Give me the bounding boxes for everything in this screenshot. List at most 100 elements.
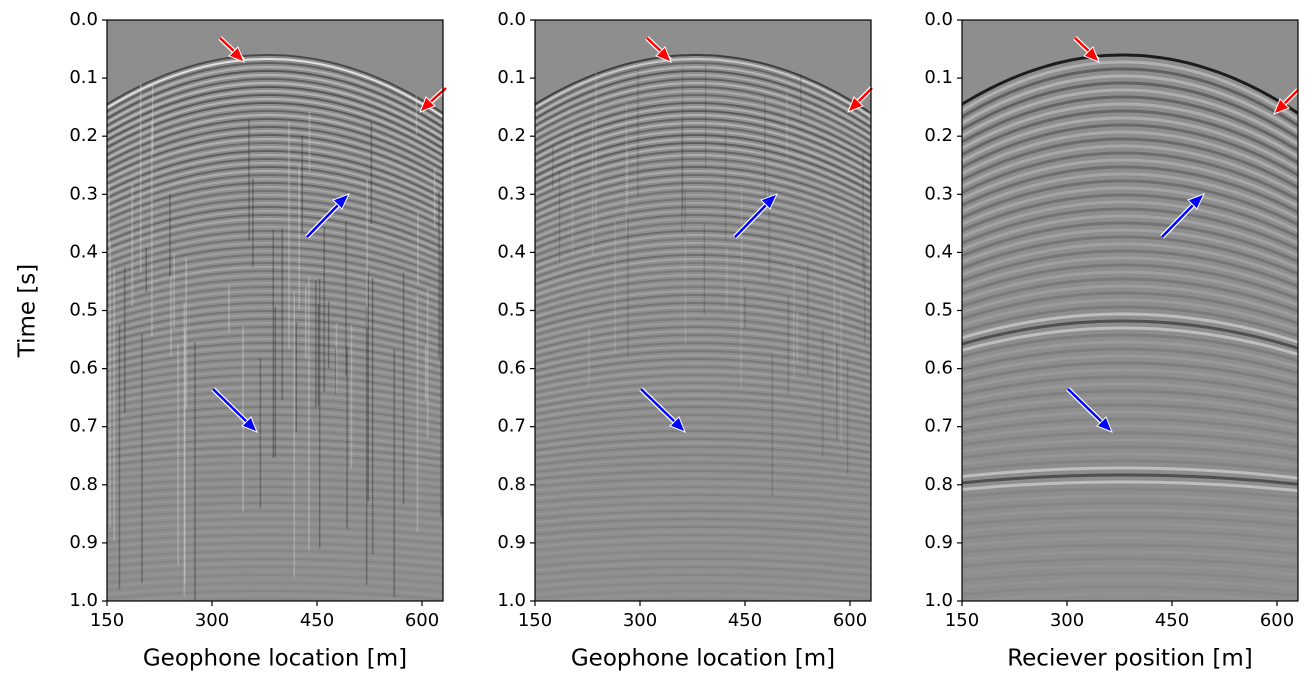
texture-band — [107, 446, 443, 461]
texture-band — [107, 86, 443, 143]
texture-band — [962, 298, 1298, 332]
texture-band — [535, 506, 871, 517]
texture-band — [107, 394, 443, 415]
x-axis-label: Geophone location [m] — [143, 646, 407, 672]
texture-band — [535, 230, 871, 270]
texture-band — [962, 361, 1298, 387]
texture-band — [535, 582, 871, 593]
texture-band — [535, 254, 871, 291]
texture-band — [535, 218, 871, 260]
texture-band — [107, 270, 443, 306]
texture-band — [535, 526, 871, 537]
texture-band — [107, 498, 443, 509]
texture-band — [107, 362, 443, 387]
texture-band — [535, 170, 871, 217]
texture-band — [535, 470, 871, 482]
texture-band — [107, 122, 443, 175]
texture-band — [535, 126, 871, 179]
texture-band — [535, 402, 871, 422]
texture-band — [535, 78, 871, 136]
x-tick-label: 300 — [1050, 610, 1084, 631]
texture-band — [535, 322, 871, 352]
texture-band — [535, 550, 871, 561]
texture-band — [107, 466, 443, 479]
texture-band — [535, 98, 871, 154]
texture-band — [535, 154, 871, 203]
texture-band — [535, 490, 871, 501]
texture-band — [107, 54, 443, 115]
texture-band — [107, 58, 443, 118]
texture-band — [535, 130, 871, 182]
texture-band — [535, 226, 871, 267]
texture-band — [962, 102, 1298, 159]
quiet-zone — [107, 20, 443, 112]
texture-band — [531, 603, 873, 612]
image-background — [535, 20, 871, 601]
y-tick-label: 0.8 — [69, 474, 98, 495]
texture-band — [535, 318, 871, 348]
texture-band — [107, 386, 443, 408]
texture-band — [962, 529, 1298, 542]
texture-band — [535, 438, 871, 454]
y-tick-label: 0.3 — [497, 183, 526, 204]
texture-band — [539, 594, 853, 601]
texture-band — [535, 194, 871, 239]
texture-band — [107, 518, 443, 529]
texture-band — [535, 338, 871, 366]
texture-band — [107, 162, 443, 210]
texture-band — [535, 146, 871, 196]
texture-band — [107, 458, 443, 472]
texture-band — [962, 459, 1298, 474]
texture-band — [107, 294, 443, 327]
texture-band — [535, 518, 871, 529]
texture-band — [535, 394, 871, 415]
texture-band — [107, 290, 443, 323]
texture-band — [962, 340, 1298, 369]
texture-band — [107, 406, 443, 426]
texture-band — [107, 266, 443, 302]
texture-band — [107, 262, 443, 299]
texture-band — [107, 322, 443, 352]
texture-band — [535, 330, 871, 359]
image-background — [962, 20, 1298, 601]
texture-band — [107, 62, 443, 122]
texture-band — [164, 598, 372, 601]
texture-band — [535, 382, 871, 405]
blue-arrow — [211, 387, 258, 433]
texture-band — [962, 179, 1298, 227]
texture-band — [535, 498, 871, 509]
texture-band — [535, 238, 871, 277]
texture-band — [535, 242, 871, 281]
y-tick-label: 0.8 — [497, 474, 526, 495]
texture-band — [107, 410, 443, 429]
y-tick-label: 0.1 — [924, 67, 953, 88]
texture-band — [535, 90, 871, 147]
y-tick-label: 1.0 — [924, 590, 953, 611]
texture-band — [962, 109, 1298, 165]
texture-band — [962, 347, 1298, 375]
texture-band — [535, 414, 871, 433]
texture-band — [107, 590, 443, 601]
y-tick-label: 0.7 — [497, 416, 526, 437]
texture-band — [535, 522, 871, 533]
texture-band — [107, 206, 443, 249]
texture-band — [962, 466, 1298, 480]
texture-band — [107, 66, 443, 125]
texture-band — [107, 178, 443, 224]
texture-band — [962, 221, 1298, 264]
texture-band — [535, 554, 871, 565]
blue-arrow — [733, 193, 778, 239]
texture-band — [107, 374, 443, 397]
texture-band — [107, 238, 443, 277]
texture-band — [535, 54, 871, 115]
texture-band — [107, 474, 443, 486]
texture-band — [962, 228, 1298, 270]
texture-band — [107, 398, 443, 419]
texture-band — [107, 74, 443, 133]
x-tick-label: 450 — [1155, 610, 1189, 631]
y-tick-label: 0.0 — [924, 9, 953, 30]
y-tick-label: 0.2 — [497, 125, 526, 146]
texture-band — [592, 598, 800, 601]
texture-band — [107, 278, 443, 313]
